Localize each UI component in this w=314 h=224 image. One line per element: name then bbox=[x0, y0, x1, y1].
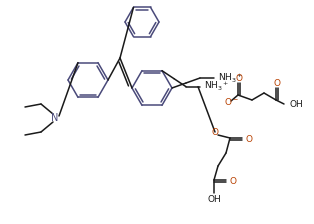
Text: O: O bbox=[212, 127, 219, 136]
Text: NH$_3$$^+$: NH$_3$$^+$ bbox=[218, 71, 243, 85]
Text: O: O bbox=[273, 78, 280, 88]
Text: NH$_3$$^+$: NH$_3$$^+$ bbox=[204, 80, 230, 93]
Text: O: O bbox=[230, 177, 237, 185]
Text: N: N bbox=[51, 113, 59, 123]
Text: O: O bbox=[246, 134, 253, 144]
Text: O$^-$: O$^-$ bbox=[224, 95, 239, 106]
Text: OH: OH bbox=[207, 194, 221, 203]
Text: OH: OH bbox=[289, 99, 303, 108]
Text: O: O bbox=[236, 73, 242, 82]
